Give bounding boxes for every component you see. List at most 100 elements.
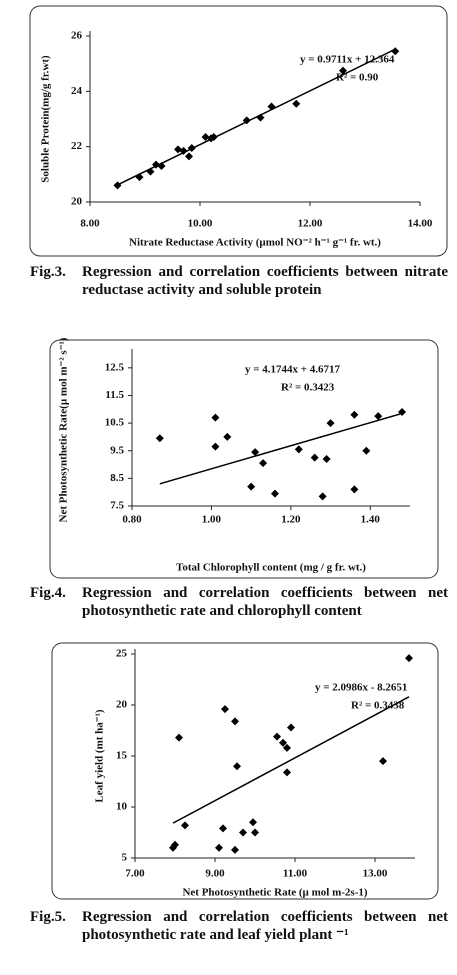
trendline: [159, 412, 403, 485]
data-point: [391, 47, 400, 56]
annotation: y = 4.1744x + 4.6717: [245, 364, 341, 376]
caption-text: Regression and correlation coefficients …: [82, 264, 448, 298]
data-point: [185, 152, 193, 161]
caption-text: Regression and correlation coefficients …: [82, 909, 448, 943]
data-point: [283, 743, 291, 752]
data-point: [231, 845, 239, 854]
x-tick-label: 1.20: [281, 514, 301, 526]
data-point: [318, 492, 327, 501]
caption: Fig.4. Regression and correlation coeffic…: [30, 584, 448, 620]
y-tick-label: 9.5: [110, 444, 124, 456]
data-point: [322, 455, 331, 464]
data-point: [326, 419, 335, 428]
caption-label: Fig.4.: [30, 585, 66, 601]
x-tick-label: 8.00: [80, 218, 100, 230]
data-point: [294, 445, 303, 454]
y-tick-label: 10.5: [105, 417, 125, 429]
data-point: [256, 113, 265, 122]
annotation: R² = 0.3438: [351, 700, 405, 712]
caption-label: Fig.3.: [30, 264, 66, 280]
data-point: [157, 162, 166, 171]
data-point: [223, 432, 232, 441]
annotation: R² = 0.3423: [281, 382, 335, 394]
x-tick-label: 7.00: [125, 868, 145, 880]
annotation: R² = 0.90: [336, 72, 379, 84]
data-point: [175, 733, 183, 742]
annotation: y = 0.9711x + 12.364: [300, 54, 395, 66]
chart-frame: [51, 642, 439, 900]
data-point: [242, 116, 251, 125]
data-point: [174, 145, 182, 154]
data-point: [273, 732, 281, 741]
data-point: [135, 173, 144, 182]
x-tick-label: 0.80: [122, 514, 142, 526]
data-point: [211, 413, 220, 422]
x-axis-label: Nitrate Reductase Activity (µmol NO⁻² h⁻…: [129, 237, 381, 249]
data-point: [279, 738, 287, 747]
data-point: [209, 132, 218, 141]
data-point: [259, 459, 268, 468]
y-tick-label: 12.5: [105, 361, 125, 373]
x-tick-label: 14.00: [408, 218, 433, 230]
data-point: [179, 146, 188, 155]
data-point: [249, 818, 257, 827]
data-point: [171, 840, 179, 849]
data-point: [398, 408, 407, 417]
data-point: [231, 717, 239, 726]
data-point: [405, 654, 413, 663]
x-tick-label: 10.00: [188, 218, 213, 230]
x-tick-label: 13.00: [363, 868, 388, 880]
data-point: [187, 144, 196, 153]
data-point: [339, 66, 347, 75]
y-tick-label: 8.5: [110, 472, 124, 484]
y-tick-label: 20: [71, 196, 83, 208]
y-tick-label: 11.5: [105, 389, 124, 401]
data-point: [247, 482, 256, 491]
data-point: [283, 768, 291, 777]
data-point: [379, 757, 387, 766]
data-point: [362, 446, 371, 455]
caption: Fig.5. Regression and correlation coeffic…: [30, 908, 448, 944]
y-tick-label: 26: [71, 30, 83, 42]
y-tick-label: 22: [71, 140, 83, 152]
y-tick-label: 10: [116, 801, 128, 813]
x-tick-label: 9.00: [205, 868, 225, 880]
y-tick-label: 20: [116, 699, 128, 711]
data-point: [152, 160, 160, 169]
data-point: [219, 824, 227, 833]
x-axis-label: Net Photosynthetic Rate (µ mol m-2s-1): [182, 887, 367, 899]
data-point: [215, 843, 223, 852]
caption-text: Regression and correlation coefficients …: [82, 585, 448, 619]
y-tick-label: 24: [71, 85, 83, 97]
trendline: [117, 48, 396, 186]
data-point: [251, 448, 260, 457]
y-tick-label: 7.5: [110, 500, 124, 512]
x-tick-label: 1.40: [361, 514, 381, 526]
data-point: [239, 828, 247, 837]
chart-frame: [29, 5, 448, 257]
data-point: [146, 167, 155, 176]
data-point: [233, 762, 241, 771]
chart-frame: [49, 339, 439, 579]
data-point: [251, 828, 259, 837]
data-point: [181, 821, 189, 830]
x-tick-label: 12.00: [298, 218, 323, 230]
caption: Fig.3. Regression and correlation coeffic…: [30, 263, 448, 299]
x-axis-label: Total Chlorophyll content (mg / g fr. wt…: [176, 562, 366, 574]
data-point: [211, 442, 220, 451]
caption-label: Fig.5.: [30, 909, 66, 925]
trendline: [172, 696, 410, 824]
y-tick-label: 5: [122, 852, 128, 864]
data-point: [350, 485, 359, 494]
data-point: [270, 489, 279, 498]
data-point: [292, 99, 301, 108]
data-point: [267, 102, 276, 111]
y-axis-label: Soluble Protein(mg/g fr.wt): [40, 55, 52, 183]
data-point: [374, 412, 383, 421]
x-tick-label: 11.00: [283, 868, 308, 880]
data-point: [287, 723, 295, 732]
data-point: [310, 453, 319, 462]
y-tick-label: 15: [116, 750, 128, 762]
